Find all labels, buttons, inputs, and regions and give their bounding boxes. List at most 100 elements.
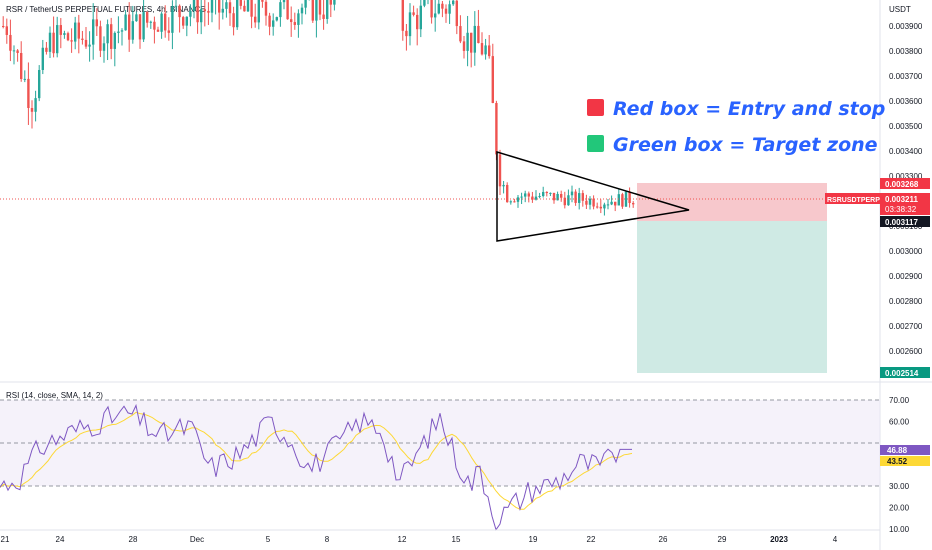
candle-body-68 [246, 0, 250, 12]
candle-body-128 [527, 193, 530, 197]
candle-body-32 [117, 31, 120, 33]
candle-body-115 [480, 43, 484, 55]
candle-body-1 [5, 26, 8, 35]
candle-body-141 [574, 191, 577, 203]
candle-body-20 [74, 22, 77, 42]
price-tick-label-5: 0.003400 [889, 147, 923, 156]
green-legend-swatch [587, 135, 604, 152]
candle-body-104 [441, 3, 444, 9]
candle-body-55 [200, 9, 203, 23]
candle-body-81 [293, 22, 296, 25]
symbol-title: RSR / TetherUS PERPETUAL FUTURES, 4h, BI… [6, 5, 206, 14]
candle-body-42 [153, 21, 156, 30]
candle-body-110 [462, 41, 466, 51]
candle-body-33 [120, 30, 124, 32]
candle-body-136 [556, 193, 559, 201]
candle-body-114 [477, 25, 480, 44]
time-axis[interactable]: 21 24 28 Dec 5 8 12 15 19 22 26 29 2023 4 [1, 535, 838, 544]
candle-body-145 [588, 198, 592, 205]
candle-body-137 [560, 193, 563, 198]
price-tick-label-11: 0.002800 [889, 297, 923, 306]
candle-body-22 [81, 38, 84, 40]
candle-body-143 [581, 193, 584, 201]
candle-body-9 [34, 98, 37, 112]
candle-body-152 [614, 201, 617, 206]
candle-body-61 [221, 8, 224, 13]
rsi-value-tag [880, 445, 930, 455]
candle-body-148 [599, 206, 602, 209]
candle-body-76 [275, 17, 278, 21]
symmetrical-triangle[interactable] [496, 150, 690, 242]
candle-body-87 [315, 0, 318, 21]
candle-body-102 [434, 13, 437, 18]
candle-body-48 [174, 5, 178, 7]
candle-body-70 [254, 16, 257, 23]
candle-body-119 [495, 102, 498, 155]
price-tick-label-9: 0.003000 [889, 247, 923, 256]
candle-body-151 [610, 201, 613, 205]
rsi-axis[interactable]: 70.00 60.00 30.00 20.00 10.00 [889, 396, 910, 534]
candle-body-99 [423, 0, 426, 6]
candle-body-12 [45, 47, 48, 52]
stop-price-tag [880, 178, 930, 189]
time-tick-label-13: 4 [833, 535, 838, 544]
candle-body-34 [124, 14, 127, 31]
time-tick-label-5: 8 [325, 535, 330, 544]
candle-body-111 [466, 32, 469, 51]
candle-body-58 [210, 0, 214, 13]
candle-body-19 [70, 40, 73, 42]
candle-body-11 [41, 47, 44, 70]
candle-body-83 [300, 7, 304, 14]
red-legend-swatch [587, 99, 604, 116]
candle-body-142 [578, 193, 581, 203]
candle-body-124 [513, 201, 516, 203]
candle-body-49 [178, 5, 181, 18]
rsi-tick-label-6: 10.00 [889, 525, 910, 534]
candle-body-138 [563, 197, 566, 206]
candle-body-129 [531, 196, 534, 200]
price-tick-label-2: 0.003700 [889, 72, 923, 81]
candle-body-45 [164, 13, 167, 31]
time-tick-label-1: 24 [56, 535, 65, 544]
target-zone-box[interactable] [637, 221, 827, 373]
candles [2, 0, 635, 216]
candle-body-84 [304, 0, 307, 8]
price-tick-label-1: 0.003800 [889, 47, 923, 56]
stop-zone-box[interactable] [637, 183, 827, 221]
candle-body-112 [470, 32, 473, 53]
candle-body-94 [405, 30, 408, 37]
candle-body-133 [545, 191, 548, 194]
symbol-tag [825, 193, 880, 204]
candle-body-130 [534, 196, 538, 200]
candle-body-30 [110, 24, 113, 49]
currency-label: USDT [889, 5, 911, 14]
candle-body-91 [329, 0, 332, 5]
candle-body-54 [196, 0, 199, 23]
price-tick-label-10: 0.002900 [889, 272, 923, 281]
candle-body-4 [16, 50, 19, 53]
candle-body-79 [286, 0, 289, 20]
candle-body-116 [484, 45, 487, 55]
target-price-text: 0.002514 [885, 369, 919, 378]
candle-body-106 [448, 4, 451, 14]
candle-body-62 [225, 2, 228, 9]
candle-body-82 [297, 13, 300, 25]
candle-body-44 [160, 13, 163, 32]
rsi-ma-text: 43.52 [887, 457, 908, 466]
candle-body-16 [59, 25, 62, 35]
candle-body-7 [27, 78, 30, 108]
candle-body-101 [430, 0, 433, 18]
candle-body-66 [239, 0, 242, 6]
rsi-tick-label-4: 30.00 [889, 482, 910, 491]
target-price-tag [880, 367, 930, 378]
candle-body-5 [20, 52, 23, 80]
candle-body-108 [455, 0, 458, 27]
candle-body-121 [502, 184, 505, 187]
candle-body-67 [243, 5, 246, 12]
candle-body-26 [95, 19, 98, 27]
time-tick-label-3: Dec [190, 535, 204, 544]
rsi-value-text: 46.88 [887, 446, 908, 455]
countdown-text: 03:38:32 [885, 205, 917, 214]
